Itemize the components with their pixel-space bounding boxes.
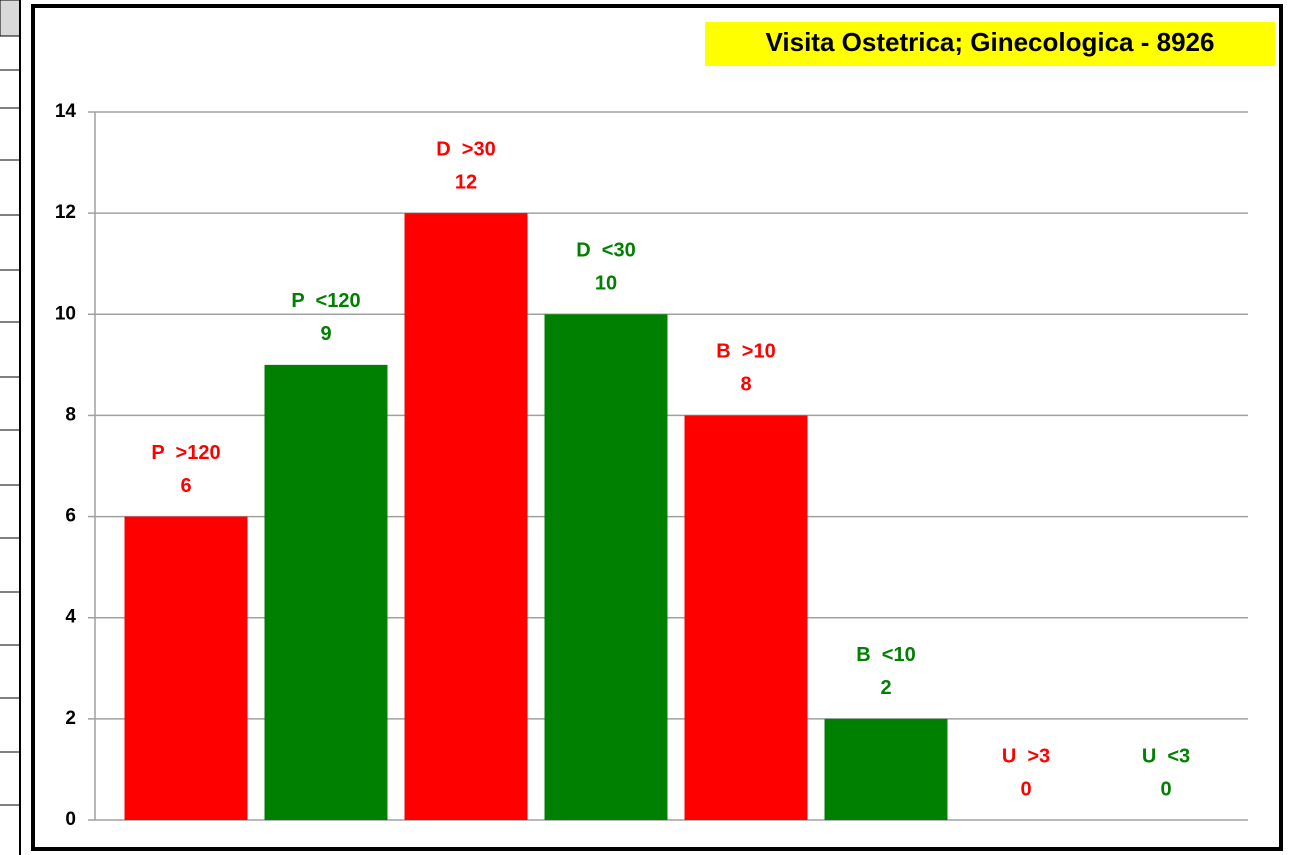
bar [404, 213, 528, 821]
value-label: 8 [740, 374, 751, 396]
category-label: P >120 [151, 442, 220, 464]
category-label: D >30 [436, 138, 495, 160]
value-label: 9 [320, 323, 331, 345]
bar [684, 415, 808, 820]
value-label: 10 [595, 273, 617, 295]
y-tick-label: 8 [65, 404, 76, 425]
chart-title: Visita Ostetrica; Ginecologica - 8926 [766, 27, 1215, 57]
bar [264, 364, 388, 820]
value-label: 0 [1020, 778, 1031, 800]
sheet-fragment [0, 0, 21, 855]
category-label: U >3 [1002, 745, 1050, 767]
value-label: 12 [455, 171, 477, 193]
y-tick-label: 0 [65, 809, 76, 830]
value-label: 2 [880, 677, 891, 699]
bar [544, 314, 668, 820]
y-tick-label: 14 [55, 101, 77, 122]
bar [124, 516, 248, 820]
category-label: B >10 [716, 341, 775, 363]
category-label: B <10 [856, 644, 915, 666]
y-tick-label: 6 [65, 506, 76, 527]
category-label: P <120 [291, 290, 360, 312]
title-box [705, 22, 1275, 66]
category-label: D <30 [576, 240, 635, 262]
y-tick-label: 4 [65, 607, 76, 628]
y-tick-label: 12 [55, 202, 76, 223]
bar [824, 718, 948, 820]
category-label: U <3 [1142, 745, 1190, 767]
value-label: 0 [1160, 778, 1171, 800]
y-tick-label: 2 [65, 708, 76, 729]
y-tick-label: 10 [55, 303, 76, 324]
value-label: 6 [180, 475, 191, 497]
